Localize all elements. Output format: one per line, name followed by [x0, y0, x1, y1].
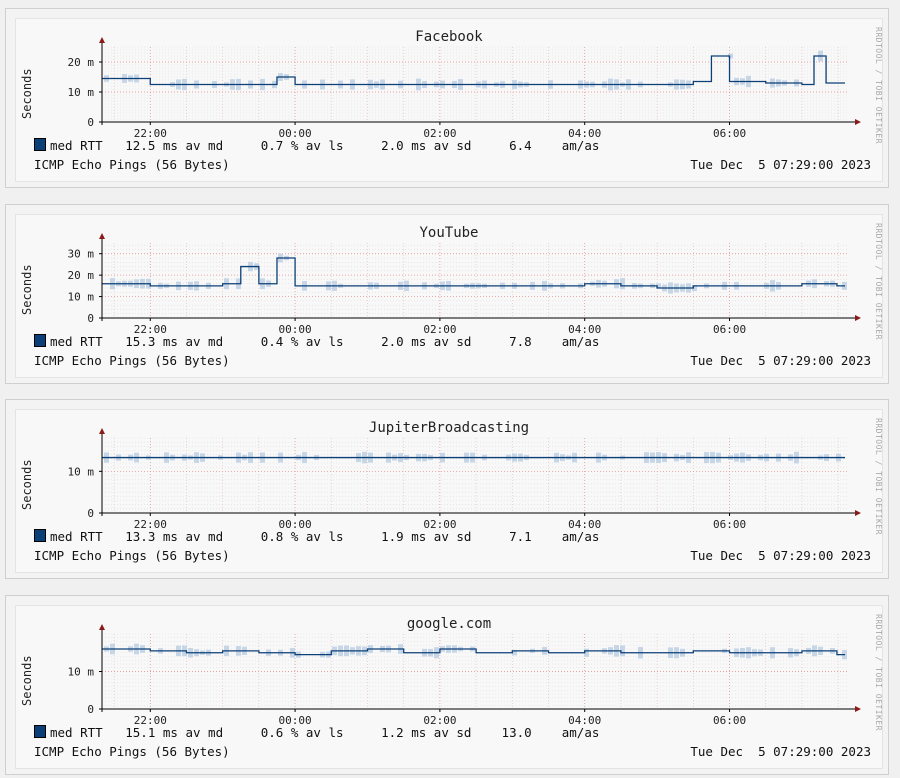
- legend-text: med RTT 13.3 ms av md 0.8 % av ls 1.9 ms…: [50, 529, 600, 544]
- x-axis-arrow: [855, 510, 861, 516]
- legend-row: med RTT 15.3 ms av md 0.4 % av ls 2.0 ms…: [34, 334, 599, 349]
- graph-area: google.com Seconds RRDTOOL / TOBI OETIKER 0…: [15, 605, 883, 769]
- variability-band: [656, 283, 661, 289]
- variability-band: [512, 650, 517, 656]
- legend-swatch: [34, 725, 46, 738]
- legend-row: med RTT 13.3 ms av md 0.8 % av ls 1.9 ms…: [34, 529, 599, 544]
- series-line-med-rtt: [102, 257, 845, 289]
- legend-swatch: [34, 138, 46, 151]
- graph-panel: JupiterBroadcasting Seconds RRDTOOL / TOBI…: [5, 399, 889, 579]
- x-tick-label: 22:00: [134, 323, 167, 336]
- x-tick-label: 02:00: [423, 714, 456, 727]
- chart-plot: 0 10 m 20 m 22:00 00:00 02:00 04:00 06:00: [68, 37, 861, 140]
- x-tick-label: 04:00: [568, 323, 601, 336]
- y-tick-label: 0: [87, 507, 94, 520]
- x-tick-label: 00:00: [279, 518, 312, 531]
- x-tick-label: 06:00: [713, 518, 746, 531]
- graph-timestamp: Tue Dec 5 07:29:00 2023: [690, 353, 871, 368]
- x-tick-label: 22:00: [134, 127, 167, 140]
- variability-band: [692, 285, 697, 291]
- y-tick-label: 20 m: [68, 56, 95, 69]
- graph-timestamp: Tue Dec 5 07:29:00 2023: [690, 548, 871, 563]
- probe-description: ICMP Echo Pings (56 Bytes): [34, 353, 230, 368]
- legend-row: med RTT 15.1 ms av md 0.6 % av ls 1.2 ms…: [34, 725, 599, 740]
- x-tick-label: 00:00: [279, 714, 312, 727]
- series-line-med-rtt: [102, 55, 845, 86]
- x-tick-label: 04:00: [568, 714, 601, 727]
- legend-text: med RTT 15.3 ms av md 0.4 % av ls 2.0 ms…: [50, 334, 600, 349]
- x-axis-arrow: [855, 119, 861, 125]
- variability-band: [584, 648, 589, 657]
- y-tick-label: 0: [87, 703, 94, 716]
- y-axis-arrow: [99, 233, 105, 239]
- chart-title: Facebook: [415, 29, 483, 45]
- y-tick-label: 10 m: [68, 291, 95, 304]
- x-tick-label: 02:00: [423, 323, 456, 336]
- legend-swatch: [34, 529, 46, 542]
- legend-text: med RTT 12.5 ms av md 0.7 % av ls 2.0 ms…: [50, 138, 600, 153]
- variability-band: [728, 53, 733, 59]
- x-axis-arrow: [855, 706, 861, 712]
- y-axis-arrow: [99, 624, 105, 630]
- graph-area: Facebook Seconds RRDTOOL / TOBI OETIKER 0 10…: [15, 18, 883, 182]
- series-line-med-rtt: [102, 648, 845, 656]
- legend-text: med RTT 15.1 ms av md 0.6 % av ls 1.2 ms…: [50, 725, 600, 740]
- y-tick-label: 0: [87, 312, 94, 325]
- x-axis-arrow: [855, 315, 861, 321]
- x-tick-label: 00:00: [279, 323, 312, 336]
- graph-area: JupiterBroadcasting Seconds RRDTOOL / TOBI…: [15, 409, 883, 573]
- graph-area: YouTube Seconds RRDTOOL / TOBI OETIKER 0 10 …: [15, 214, 883, 378]
- probe-description: ICMP Echo Pings (56 Bytes): [34, 157, 230, 172]
- probe-description: ICMP Echo Pings (56 Bytes): [34, 744, 230, 759]
- x-tick-label: 04:00: [568, 518, 601, 531]
- x-tick-label: 22:00: [134, 714, 167, 727]
- variability-band: [620, 645, 625, 657]
- y-tick-label: 20 m: [68, 269, 95, 282]
- y-tick-label: 10 m: [68, 465, 95, 478]
- chart-title: google.com: [406, 616, 492, 632]
- x-tick-label: 06:00: [713, 127, 746, 140]
- x-tick-label: 02:00: [423, 127, 456, 140]
- y-axis-arrow: [99, 37, 105, 43]
- x-tick-label: 22:00: [134, 518, 167, 531]
- chart-plot: 0 10 m 22:00 00:00 02:00 04:00 06:00: [68, 624, 861, 727]
- y-tick-label: 10 m: [68, 666, 95, 679]
- legend-swatch: [34, 334, 46, 347]
- legend-row: med RTT 12.5 ms av md 0.7 % av ls 2.0 ms…: [34, 138, 599, 153]
- x-tick-label: 02:00: [423, 518, 456, 531]
- graph-timestamp: Tue Dec 5 07:29:00 2023: [690, 744, 871, 759]
- graph-panel: google.com Seconds RRDTOOL / TOBI OETIKER 0…: [5, 595, 889, 775]
- y-tick-label: 10 m: [68, 86, 95, 99]
- chart-plot: 0 10 m 22:00 00:00 02:00 04:00 06:00: [68, 428, 861, 531]
- x-tick-label: 04:00: [568, 127, 601, 140]
- graph-timestamp: Tue Dec 5 07:29:00 2023: [690, 157, 871, 172]
- x-tick-label: 00:00: [279, 127, 312, 140]
- chart-title: JupiterBroadcasting: [368, 420, 530, 436]
- y-axis-arrow: [99, 428, 105, 434]
- x-tick-label: 06:00: [713, 323, 746, 336]
- y-tick-label: 30 m: [68, 248, 95, 261]
- graph-panel: YouTube Seconds RRDTOOL / TOBI OETIKER 0 10 …: [5, 204, 889, 384]
- x-tick-label: 06:00: [713, 714, 746, 727]
- chart-plot: 0 10 m 20 m 30 m 22:00 00:00 02:00 04:00 06:00: [68, 233, 861, 336]
- chart-title: YouTube: [419, 225, 479, 241]
- y-tick-label: 0: [87, 116, 94, 129]
- graph-panel: Facebook Seconds RRDTOOL / TOBI OETIKER 0 10…: [5, 8, 889, 188]
- variability-band: [620, 278, 625, 290]
- probe-description: ICMP Echo Pings (56 Bytes): [34, 548, 230, 563]
